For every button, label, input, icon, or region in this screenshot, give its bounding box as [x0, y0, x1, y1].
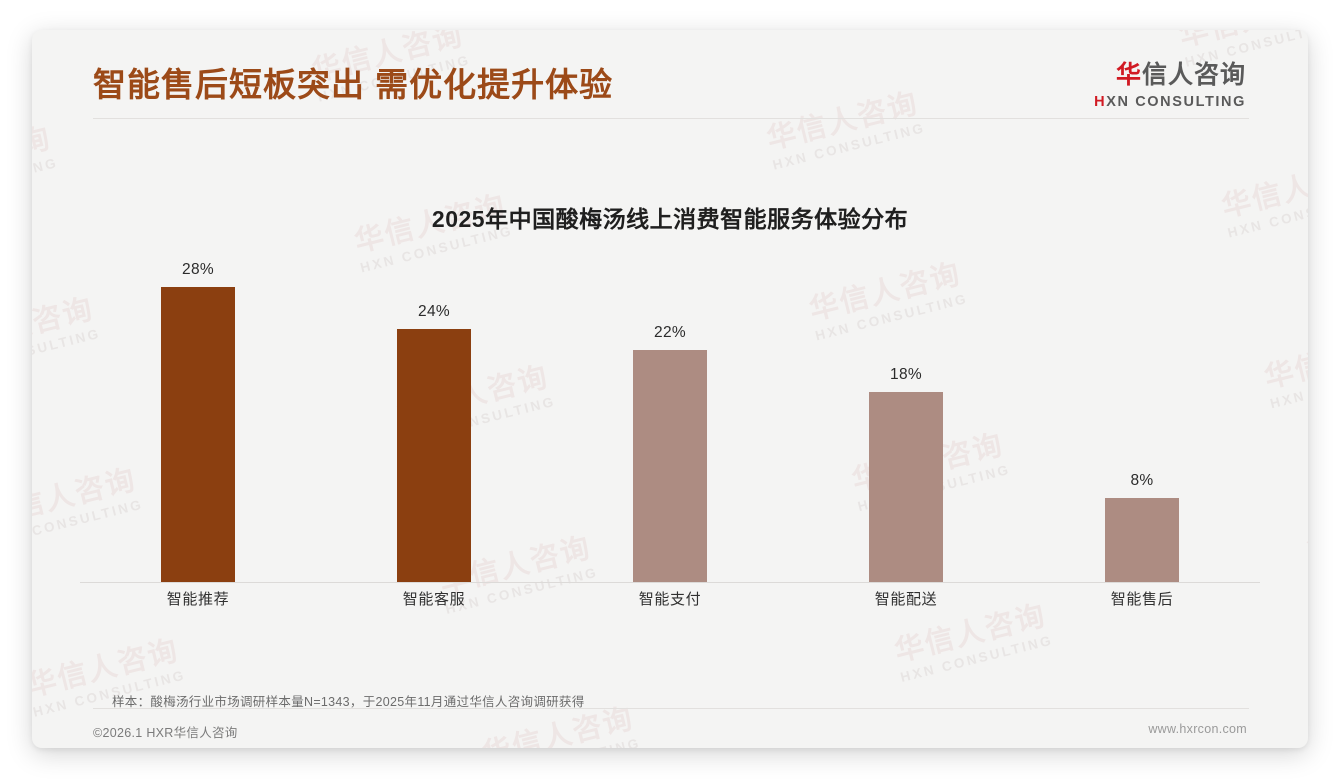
brand-logo: 华信人咨询 HXN CONSULTING [1094, 61, 1246, 110]
x-axis-label: 智能配送 [874, 591, 938, 608]
slide-card: 华信人咨询 HXN CONSULTING 华信人咨询 HXN CONSULTING华信… [32, 30, 1308, 748]
bar-group[interactable]: 24% [316, 236, 552, 582]
slide-footer: ©2026.1 HXR华信人咨询 www.hxrcon.com [32, 716, 1308, 748]
copyright-text: ©2026.1 HXR华信人咨询 [93, 726, 238, 740]
bar-group[interactable]: 8% [1024, 236, 1260, 582]
logo-cn-first-char: 华 [1115, 61, 1142, 89]
bar-rect[interactable] [869, 392, 943, 582]
bar-rect[interactable] [633, 350, 707, 582]
bar-group[interactable]: 18% [788, 236, 1024, 582]
x-axis-label: 智能支付 [638, 591, 702, 608]
bar-rect[interactable] [1105, 498, 1179, 582]
bar-rect[interactable] [397, 329, 471, 582]
chart-area: 2025年中国酸梅汤线上消费智能服务体验分布 28% 24% 22% 18% 8% 智能… [32, 118, 1308, 678]
bar-value-label: 8% [1130, 472, 1154, 489]
bar-rect[interactable] [161, 287, 235, 582]
header-divider [93, 118, 1249, 119]
chart-title: 2025年中国酸梅汤线上消费智能服务体验分布 [431, 206, 909, 232]
bar-value-label: 24% [418, 303, 450, 320]
page-title: 智能售后短板突出 需优化提升体验 [93, 66, 614, 103]
x-axis-label: 智能售后 [1110, 591, 1174, 608]
x-axis-labels: 智能推荐 智能客服 智能支付 智能配送 智能售后 [80, 588, 1260, 609]
logo-english-text: HXN CONSULTING [1094, 94, 1246, 110]
x-axis-label: 智能推荐 [166, 591, 230, 608]
bar-value-label: 22% [654, 324, 686, 341]
bar-group[interactable]: 22% [552, 236, 788, 582]
source-note: 样本：酸梅汤行业市场调研样本量N=1343，于2025年11月通过华信人咨询调研… [112, 695, 585, 709]
x-axis-line [80, 582, 1260, 583]
logo-chinese-text: 华信人咨询 [1094, 61, 1246, 90]
logo-en-first-char: H [1094, 93, 1107, 110]
bar-group[interactable]: 28% [80, 236, 316, 582]
bar-value-label: 28% [182, 261, 214, 278]
logo-en-rest: XN CONSULTING [1106, 93, 1246, 110]
bar-series: 28% 24% 22% 18% 8% [80, 236, 1260, 582]
logo-cn-rest: 信人咨询 [1141, 61, 1246, 89]
x-axis-label: 智能客服 [402, 591, 466, 608]
footer-divider [93, 708, 1249, 709]
bar-value-label: 18% [890, 366, 922, 383]
slide-header: 智能售后短板突出 需优化提升体验 [32, 30, 1308, 118]
chart-plot-region: 28% 24% 22% 18% 8% [80, 236, 1260, 583]
website-text: www.hxrcon.com [1148, 722, 1247, 736]
